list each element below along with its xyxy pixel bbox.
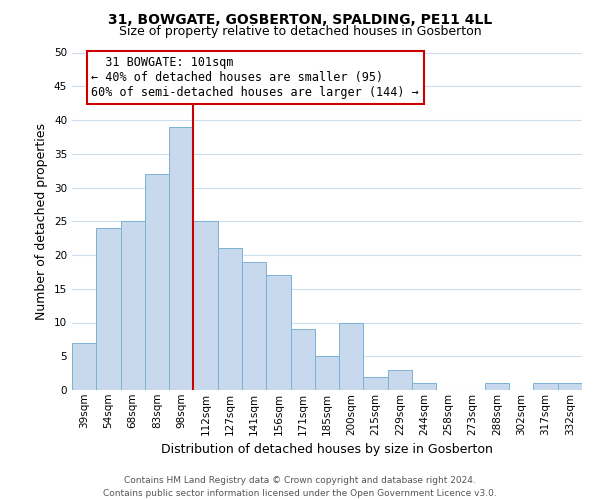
Text: 31, BOWGATE, GOSBERTON, SPALDING, PE11 4LL: 31, BOWGATE, GOSBERTON, SPALDING, PE11 4…	[108, 12, 492, 26]
Text: Size of property relative to detached houses in Gosberton: Size of property relative to detached ho…	[119, 25, 481, 38]
Bar	[388, 370, 412, 390]
Y-axis label: Number of detached properties: Number of detached properties	[35, 122, 49, 320]
Bar	[121, 221, 145, 390]
Bar	[266, 275, 290, 390]
Bar	[412, 383, 436, 390]
Bar	[72, 343, 96, 390]
Bar	[364, 376, 388, 390]
Bar	[315, 356, 339, 390]
Bar	[485, 383, 509, 390]
Text: Contains HM Land Registry data © Crown copyright and database right 2024.
Contai: Contains HM Land Registry data © Crown c…	[103, 476, 497, 498]
Text: 31 BOWGATE: 101sqm
← 40% of detached houses are smaller (95)
60% of semi-detache: 31 BOWGATE: 101sqm ← 40% of detached hou…	[91, 56, 419, 99]
Bar	[96, 228, 121, 390]
Bar	[339, 322, 364, 390]
Bar	[193, 221, 218, 390]
Bar	[169, 126, 193, 390]
Bar	[145, 174, 169, 390]
Bar	[242, 262, 266, 390]
Bar	[558, 383, 582, 390]
Bar	[218, 248, 242, 390]
Bar	[533, 383, 558, 390]
X-axis label: Distribution of detached houses by size in Gosberton: Distribution of detached houses by size …	[161, 443, 493, 456]
Bar	[290, 329, 315, 390]
